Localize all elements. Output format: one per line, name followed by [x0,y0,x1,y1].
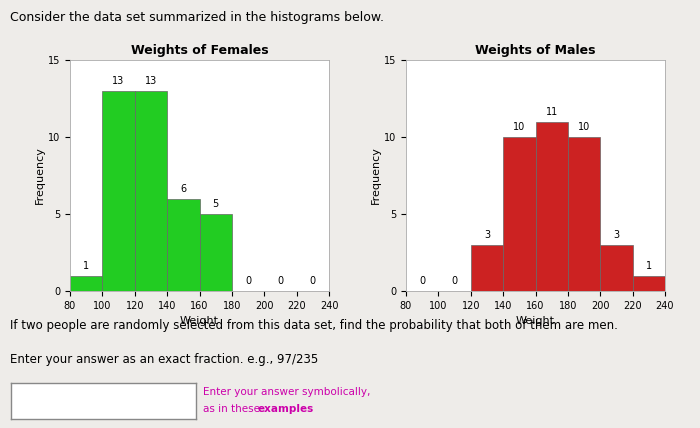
Text: 13: 13 [113,76,125,86]
Title: Weights of Males: Weights of Males [475,45,596,57]
Bar [102,91,134,291]
Y-axis label: Frequency: Frequency [371,146,381,205]
Text: 1: 1 [83,261,90,271]
Text: 10: 10 [578,122,590,132]
X-axis label: Weight: Weight [180,316,219,326]
Bar [70,276,102,291]
Text: 0: 0 [452,276,458,286]
Text: 0: 0 [419,276,426,286]
Bar [536,122,568,291]
Y-axis label: Frequency: Frequency [35,146,45,205]
Text: 1: 1 [645,261,652,271]
Text: 0: 0 [277,276,284,286]
Text: as in these: as in these [203,404,263,414]
Bar [470,245,503,291]
Text: 11: 11 [545,107,558,117]
Text: 0: 0 [245,276,251,286]
Bar [503,137,536,291]
Text: 6: 6 [181,184,186,194]
Text: Consider the data set summarized in the histograms below.: Consider the data set summarized in the … [10,11,384,24]
X-axis label: Weight: Weight [516,316,555,326]
Text: 10: 10 [513,122,526,132]
Text: 13: 13 [145,76,157,86]
Text: examples: examples [258,404,314,414]
Text: Enter your answer symbolically,: Enter your answer symbolically, [203,387,370,397]
Text: 5: 5 [213,199,219,209]
Text: 0: 0 [310,276,316,286]
Text: If two people are randomly selected from this data set, find the probability tha: If two people are randomly selected from… [10,319,618,332]
Bar [601,245,633,291]
Bar [135,91,167,291]
Bar [199,214,232,291]
Text: 3: 3 [484,230,490,240]
Bar [568,137,601,291]
Text: Enter your answer as an exact fraction. e.g., 97/235: Enter your answer as an exact fraction. … [10,353,318,366]
Title: Weights of Females: Weights of Females [131,45,268,57]
Bar [167,199,199,291]
Text: 3: 3 [613,230,620,240]
Bar [633,276,665,291]
